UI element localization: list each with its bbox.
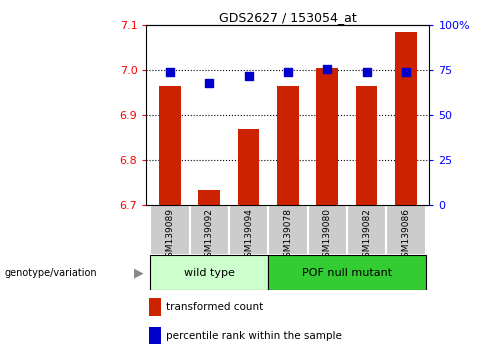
Bar bbox=[356, 86, 377, 205]
Text: GSM139078: GSM139078 bbox=[284, 208, 292, 263]
Bar bbox=[238, 129, 260, 205]
Bar bbox=[268, 205, 307, 255]
Bar bbox=[149, 298, 161, 316]
Bar bbox=[150, 205, 190, 255]
Title: GDS2627 / 153054_at: GDS2627 / 153054_at bbox=[219, 11, 357, 24]
Text: wild type: wild type bbox=[184, 268, 235, 278]
Point bbox=[284, 69, 292, 75]
Bar bbox=[229, 205, 268, 255]
Bar bbox=[316, 68, 338, 205]
Bar bbox=[150, 255, 268, 290]
Bar bbox=[307, 205, 347, 255]
Text: POF null mutant: POF null mutant bbox=[302, 268, 392, 278]
Text: GSM139080: GSM139080 bbox=[323, 208, 332, 263]
Text: GSM139082: GSM139082 bbox=[362, 208, 371, 263]
Text: GSM139089: GSM139089 bbox=[165, 208, 175, 263]
Text: ▶: ▶ bbox=[134, 266, 144, 279]
Text: GSM139086: GSM139086 bbox=[401, 208, 410, 263]
Bar bbox=[395, 32, 417, 205]
Point bbox=[205, 81, 213, 86]
Point bbox=[363, 69, 370, 75]
Bar bbox=[149, 327, 161, 344]
Text: GSM139094: GSM139094 bbox=[244, 208, 253, 263]
Text: GSM139092: GSM139092 bbox=[205, 208, 214, 263]
Point bbox=[402, 69, 410, 75]
Point bbox=[324, 66, 331, 72]
Bar bbox=[347, 205, 386, 255]
Bar bbox=[277, 86, 299, 205]
Point bbox=[166, 69, 174, 75]
Point bbox=[244, 73, 252, 79]
Bar bbox=[268, 255, 426, 290]
Text: percentile rank within the sample: percentile rank within the sample bbox=[166, 331, 342, 341]
Text: transformed count: transformed count bbox=[166, 302, 264, 312]
Bar bbox=[199, 189, 220, 205]
Bar bbox=[190, 205, 229, 255]
Bar bbox=[159, 86, 181, 205]
Bar bbox=[386, 205, 426, 255]
Text: genotype/variation: genotype/variation bbox=[5, 268, 98, 278]
